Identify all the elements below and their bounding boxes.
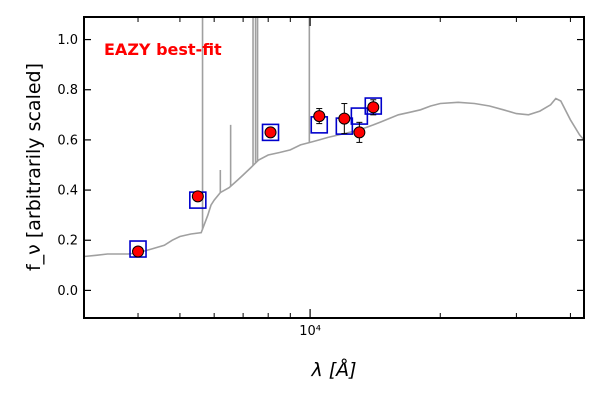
axis-ticks: 0.0 0.2 0.4 0.6 0.8 1.0 10⁴ — [57, 17, 584, 339]
data-marks — [129, 97, 383, 258]
y-tick-label: 0.8 — [57, 83, 78, 98]
observed-flux-point — [353, 126, 366, 139]
observed-flux-point — [191, 190, 204, 203]
observed-flux-point — [338, 112, 351, 125]
plot-frame — [83, 16, 585, 319]
x-tick-label: 10⁴ — [299, 324, 321, 339]
y-tick-label: 0.4 — [57, 184, 78, 199]
model-flux-square — [261, 123, 280, 142]
y-tick-label: 0.6 — [57, 133, 78, 148]
y-axis-title: f_ν [arbitrarily scaled] — [23, 63, 45, 271]
x-axis-title: λ [Å] — [310, 358, 356, 381]
chart-annotation: EAZY best-fit — [104, 40, 222, 59]
observed-flux-point — [367, 101, 380, 114]
observed-flux-point — [132, 245, 145, 258]
observed-flux-point — [264, 126, 277, 139]
observed-flux-point — [313, 110, 326, 123]
y-tick-label: 1.0 — [57, 33, 78, 48]
y-tick-label: 0.2 — [57, 234, 78, 249]
y-tick-label: 0.0 — [57, 284, 78, 299]
spectrum-line — [84, 97, 584, 258]
